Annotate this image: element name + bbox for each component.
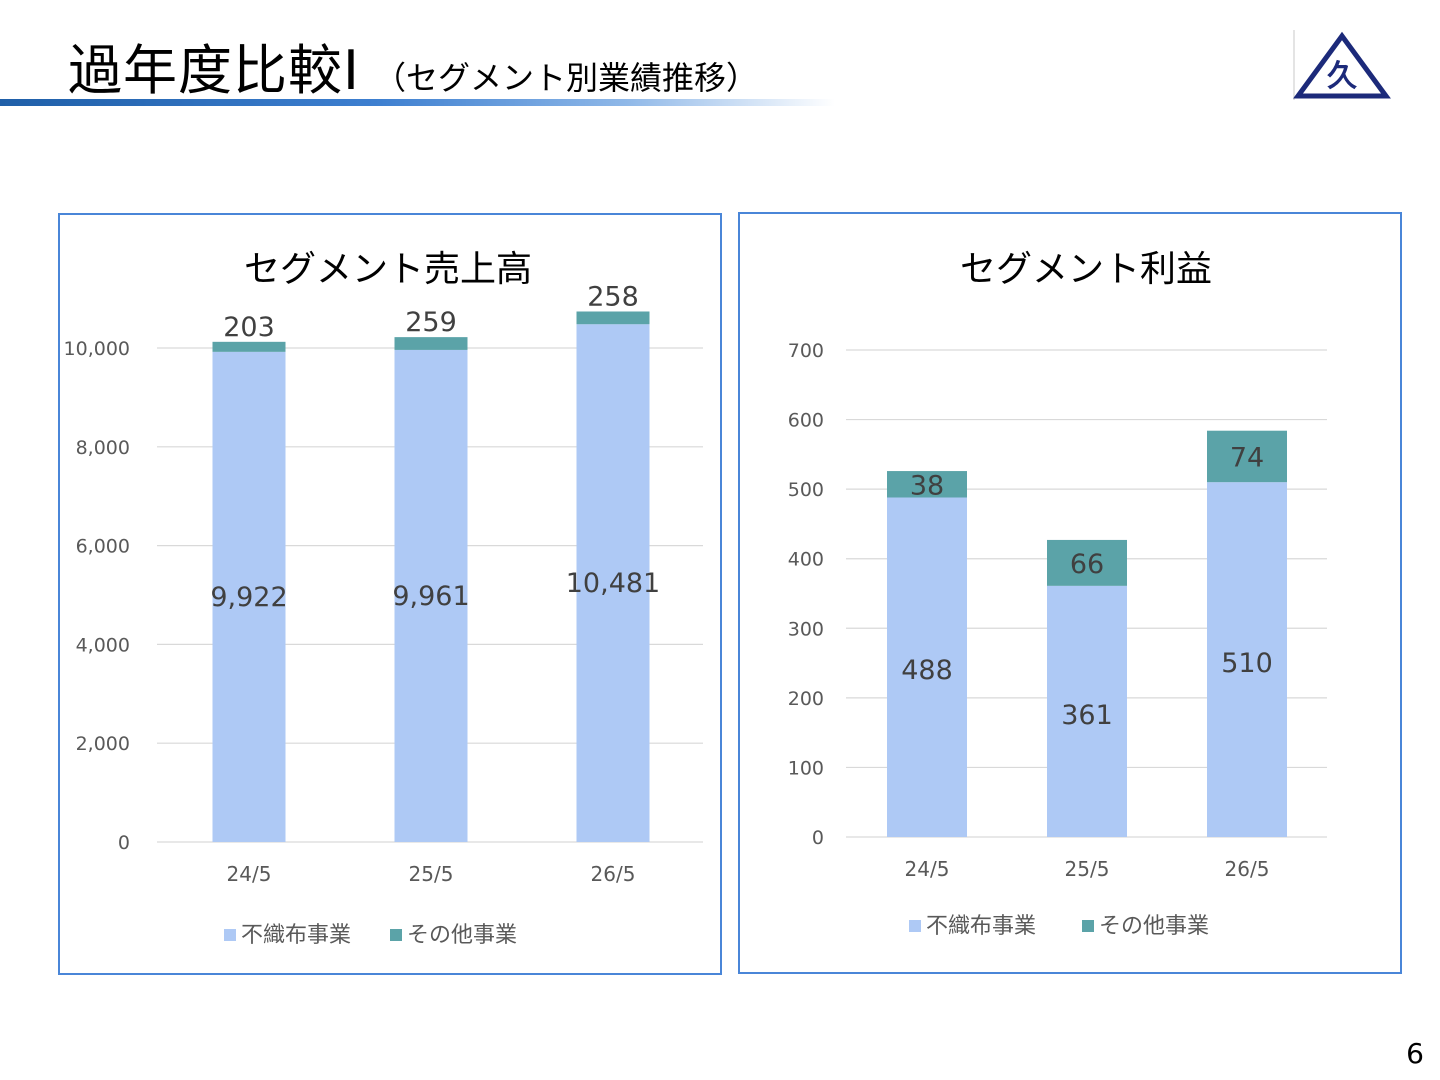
sales-chart: セグメント売上高 0 2,000 4,000 6,000 8,000 10,000 24/5 9… (64, 249, 703, 948)
legend-label-main: 不織布事業 (926, 914, 1036, 939)
y-tick-label: 8,000 (76, 437, 130, 459)
data-label-other: 258 (587, 281, 639, 312)
y-tick-label: 4,000 (76, 634, 130, 656)
data-label-main: 10,481 (566, 568, 660, 599)
data-label-other: 38 (910, 470, 944, 501)
data-label-main: 361 (1061, 700, 1113, 731)
y-tick-label: 200 (788, 688, 824, 710)
data-label-main: 9,922 (210, 582, 287, 613)
y-tick-label: 400 (788, 549, 824, 571)
x-tick-label: 24/5 (227, 862, 272, 886)
x-tick-label: 26/5 (591, 862, 636, 886)
page-number: 6 (1406, 1037, 1424, 1070)
data-label-other: 66 (1070, 549, 1104, 580)
bar-main-26/5 (1207, 482, 1287, 837)
x-tick-label: 24/5 (905, 857, 950, 881)
legend-label-other: その他事業 (407, 923, 517, 948)
profit-chart: セグメント利益 0 100 200 300 400 500 600 700 24/5 488 38 25… (788, 249, 1327, 939)
slide-title-sub: （セグメント別業績推移） (373, 59, 758, 97)
chart-title: セグメント売上高 (244, 249, 532, 290)
logo-triangle (1293, 31, 1391, 99)
title-underline (0, 99, 835, 106)
bar-main-26/5 (576, 324, 650, 842)
data-label-other: 203 (223, 312, 275, 343)
sales-chart-panel: セグメント売上高 0 2,000 4,000 6,000 8,000 10,000 24/5 9… (58, 213, 722, 975)
slide-title-main: 過年度比較Ⅰ (68, 39, 360, 102)
legend-label-other: その他事業 (1099, 914, 1209, 939)
bar-main-24/5 (212, 351, 286, 842)
x-tick-label: 26/5 (1225, 857, 1270, 881)
chart-title: セグメント利益 (960, 249, 1212, 290)
y-tick-label: 600 (788, 410, 824, 432)
bar-other-26/5 (576, 311, 650, 325)
y-tick-label: 300 (788, 618, 824, 640)
x-tick-label: 25/5 (1065, 857, 1110, 881)
y-tick-label: 700 (788, 340, 824, 362)
data-label-main: 488 (901, 655, 953, 686)
legend-swatch-main (224, 929, 236, 941)
legend-label-main: 不織布事業 (241, 923, 351, 948)
legend-swatch-other (1082, 920, 1094, 932)
legend-swatch-other (390, 929, 402, 941)
y-tick-label: 2,000 (76, 733, 130, 755)
y-tick-label: 6,000 (76, 536, 130, 558)
bar-main-24/5 (887, 497, 967, 837)
bar-main-25/5 (394, 349, 468, 842)
legend-swatch-main (909, 920, 921, 932)
bar-other-24/5 (212, 341, 286, 352)
company-logo-icon: 久 (1293, 30, 1391, 100)
y-tick-label: 10,000 (64, 338, 130, 360)
bar-other-25/5 (394, 337, 468, 350)
data-label-main: 9,961 (392, 581, 469, 612)
data-label-main: 510 (1221, 648, 1273, 679)
data-label-other: 74 (1230, 442, 1264, 473)
slide-title: 過年度比較Ⅰ （セグメント別業績推移） (68, 26, 758, 105)
logo-glyph: 久 (1327, 59, 1357, 94)
data-label-other: 259 (405, 307, 457, 338)
y-tick-label: 500 (788, 479, 824, 501)
profit-chart-panel: セグメント利益 0 100 200 300 400 500 600 700 24/5 488 38 25… (738, 212, 1402, 974)
bar-other-24/5 (887, 471, 967, 498)
x-tick-label: 25/5 (409, 862, 454, 886)
bar-other-26/5 (1207, 430, 1287, 483)
bar-main-25/5 (1047, 585, 1127, 837)
y-tick-label: 0 (812, 827, 824, 849)
y-tick-label: 100 (788, 757, 824, 779)
y-tick-label: 0 (118, 832, 130, 854)
bar-other-25/5 (1047, 539, 1127, 586)
